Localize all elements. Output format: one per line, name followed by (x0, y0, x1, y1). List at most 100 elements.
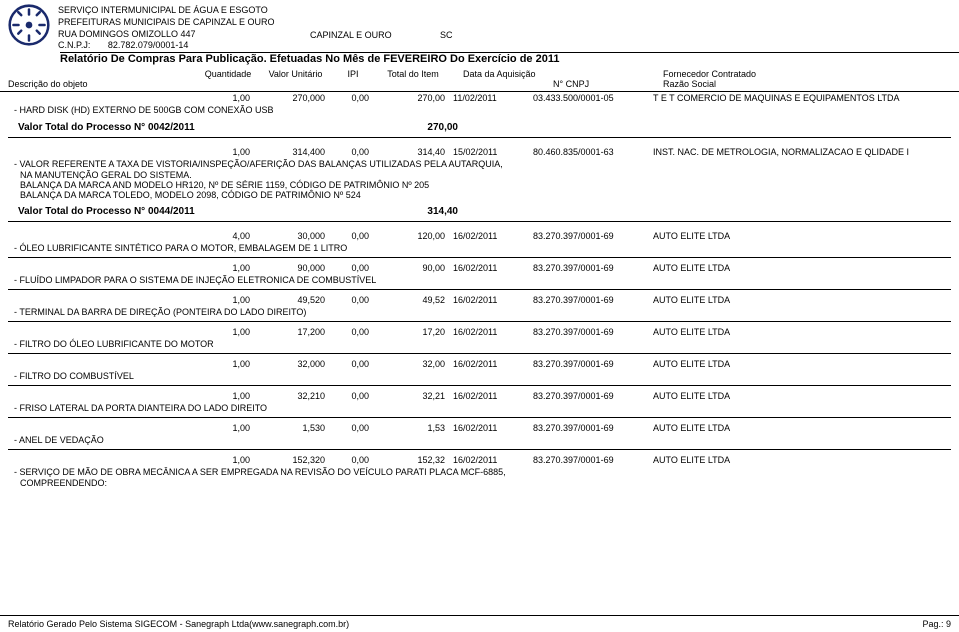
cell-total: 90,00 (373, 263, 453, 273)
cell-cnpj: 80.460.835/0001-63 (533, 147, 653, 157)
cell-supplier: AUTO ELITE LTDA (653, 423, 951, 433)
description-line: VALOR REFERENTE A TAXA DE VISTORIA/INSPE… (14, 158, 951, 170)
col-qty: Quantidade (198, 69, 258, 89)
description-continuation: NA MANUTENÇÃO GERAL DO SISTEMA. (8, 170, 951, 180)
col-date: Data da Aquisição (453, 69, 553, 89)
cell-date: 16/02/2011 (453, 231, 533, 241)
cell-qty: 1,00 (198, 263, 258, 273)
cell-supplier: INST. NAC. DE METROLOGIA, NORMALIZACAO E… (653, 147, 951, 157)
cell-date: 16/02/2011 (453, 327, 533, 337)
cell-ipi: 0,00 (333, 327, 373, 337)
process-total-label: Valor Total do Processo N° 0042/2011 (18, 122, 378, 133)
cell-total: 1,53 (373, 423, 453, 433)
cell-unit: 1,530 (258, 423, 333, 433)
col-total: Total do Item (373, 69, 453, 89)
description-continuation: BALANÇA DA MARCA AND MODELO HR120, Nº DE… (8, 180, 951, 190)
cell-unit: 32,210 (258, 391, 333, 401)
cell-supplier: T E T COMERCIO DE MAQUINAS E EQUIPAMENTO… (653, 93, 951, 103)
cell-qty: 1,00 (198, 327, 258, 337)
cell-cnpj: 83.270.397/0001-69 (533, 391, 653, 401)
cell-supplier: AUTO ELITE LTDA (653, 455, 951, 465)
cell-ipi: 0,00 (333, 263, 373, 273)
cell-ipi: 0,00 (333, 147, 373, 157)
description-line: ÓLEO LUBRIFICANTE SINTÉTICO PARA O MOTOR… (14, 242, 951, 254)
cell-date: 16/02/2011 (453, 263, 533, 273)
cell-qty: 1,00 (198, 147, 258, 157)
cell-ipi: 0,00 (333, 423, 373, 433)
data-row: 1,0049,5200,0049,5216/02/201183.270.397/… (8, 294, 951, 306)
cell-cnpj: 83.270.397/0001-69 (533, 263, 653, 273)
cell-unit: 314,400 (258, 147, 333, 157)
cell-cnpj: 83.270.397/0001-69 (533, 359, 653, 369)
description-line: ANEL DE VEDAÇÃO (14, 434, 951, 446)
description-line: SERVIÇO DE MÃO DE OBRA MECÂNICA A SER EM… (14, 466, 951, 478)
description-continuation: BALANÇA DA MARCA TOLEDO, MODELO 2098, CÓ… (8, 190, 951, 200)
process-total: Valor Total do Processo N° 0042/2011270,… (8, 116, 951, 138)
cell-cnpj: 03.433.500/0001-05 (533, 93, 653, 103)
cell-unit: 32,000 (258, 359, 333, 369)
cnpj-value: 82.782.079/0001-14 (108, 40, 189, 50)
cell-cnpj: 83.270.397/0001-69 (533, 327, 653, 337)
cell-supplier: AUTO ELITE LTDA (653, 231, 951, 241)
cell-supplier: AUTO ELITE LTDA (653, 263, 951, 273)
data-row: 4,0030,0000,00120,0016/02/201183.270.397… (8, 230, 951, 242)
cell-cnpj: 83.270.397/0001-69 (533, 455, 653, 465)
cell-total: 17,20 (373, 327, 453, 337)
process-total-amount: 270,00 (378, 122, 458, 133)
data-row: 1,0017,2000,0017,2016/02/201183.270.397/… (8, 326, 951, 338)
cell-qty: 4,00 (198, 231, 258, 241)
cell-ipi: 0,00 (333, 391, 373, 401)
cell-date: 16/02/2011 (453, 359, 533, 369)
cell-total: 314,40 (373, 147, 453, 157)
cell-ipi: 0,00 (333, 295, 373, 305)
cell-unit: 270,000 (258, 93, 333, 103)
cell-total: 32,00 (373, 359, 453, 369)
cell-supplier: AUTO ELITE LTDA (653, 295, 951, 305)
cell-unit: 152,320 (258, 455, 333, 465)
col-ipi: IPI (333, 69, 373, 89)
report-header: SERVIÇO INTERMUNICIPAL DE ÁGUA E ESGOTO … (0, 0, 959, 50)
cell-cnpj: 83.270.397/0001-69 (533, 295, 653, 305)
cell-unit: 90,000 (258, 263, 333, 273)
description-continuation: COMPREENDENDO: (8, 478, 951, 488)
cell-date: 16/02/2011 (453, 455, 533, 465)
cell-qty: 1,00 (198, 93, 258, 103)
description-line: FLUÍDO LIMPADOR PARA O SISTEMA DE INJEÇÃ… (14, 274, 951, 286)
data-row: 1,001,5300,001,5316/02/201183.270.397/00… (8, 422, 951, 434)
process-total-label: Valor Total do Processo N° 0044/2011 (18, 206, 378, 217)
cell-qty: 1,00 (198, 359, 258, 369)
cell-unit: 49,520 (258, 295, 333, 305)
report-title: Relatório De Compras Para Publicação. Ef… (60, 52, 959, 65)
footer-right: Pag.: 9 (922, 619, 951, 629)
data-row: 1,00152,3200,00152,3216/02/201183.270.39… (8, 454, 951, 466)
data-row: 1,0032,2100,0032,2116/02/201183.270.397/… (8, 390, 951, 402)
cell-date: 15/02/2011 (453, 147, 533, 157)
cell-unit: 30,000 (258, 231, 333, 241)
org-logo (8, 4, 50, 46)
cnpj-label: C.N.P.J: (58, 40, 90, 50)
data-row: 1,00314,4000,00314,4015/02/201180.460.83… (8, 146, 951, 158)
header-state: SC (440, 30, 453, 40)
col-supplier: Fornecedor Contratado Razão Social (663, 69, 951, 89)
cell-qty: 1,00 (198, 423, 258, 433)
cell-supplier: AUTO ELITE LTDA (653, 359, 951, 369)
col-desc: Descrição do objeto (8, 69, 198, 89)
cell-total: 49,52 (373, 295, 453, 305)
cell-unit: 17,200 (258, 327, 333, 337)
description-line: TERMINAL DA BARRA DE DIREÇÃO (PONTEIRA D… (14, 306, 951, 318)
cell-total: 120,00 (373, 231, 453, 241)
cell-supplier: AUTO ELITE LTDA (653, 327, 951, 337)
column-headers: Descrição do objeto Quantidade Valor Uni… (0, 67, 959, 92)
cell-qty: 1,00 (198, 295, 258, 305)
org-address: RUA DOMINGOS OMIZOLLO 447 (58, 28, 951, 40)
cell-cnpj: 83.270.397/0001-69 (533, 423, 653, 433)
cell-date: 16/02/2011 (453, 423, 533, 433)
cell-date: 11/02/2011 (453, 93, 533, 103)
description-line: FILTRO DO ÓLEO LUBRIFICANTE DO MOTOR (14, 338, 951, 350)
org-line-2: PREFEITURAS MUNICIPAIS DE CAPINZAL E OUR… (58, 16, 951, 28)
cell-qty: 1,00 (198, 455, 258, 465)
header-text-block: SERVIÇO INTERMUNICIPAL DE ÁGUA E ESGOTO … (58, 4, 951, 50)
description-line: HARD DISK (HD) EXTERNO DE 500GB COM CONE… (14, 104, 951, 116)
data-row: 1,0090,0000,0090,0016/02/201183.270.397/… (8, 262, 951, 274)
report-footer: Relatório Gerado Pelo Sistema SIGECOM - … (0, 615, 959, 632)
